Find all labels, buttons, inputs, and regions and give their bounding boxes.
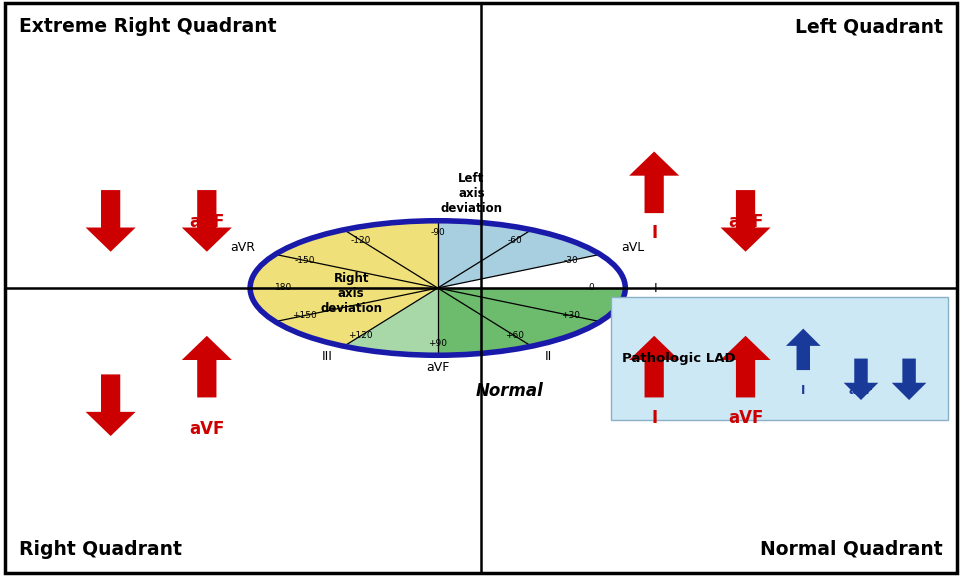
Polygon shape — [785, 328, 820, 370]
Text: 180: 180 — [275, 283, 292, 293]
Text: 0: 0 — [588, 283, 594, 293]
Text: aVF: aVF — [848, 384, 873, 397]
Text: aVF: aVF — [727, 213, 762, 231]
Polygon shape — [86, 190, 136, 252]
Text: Extreme Right Quadrant: Extreme Right Quadrant — [19, 17, 277, 36]
Polygon shape — [437, 255, 625, 288]
Polygon shape — [437, 288, 625, 355]
Text: aVF: aVF — [727, 408, 762, 427]
Text: -150: -150 — [294, 256, 314, 265]
Polygon shape — [250, 221, 437, 355]
Text: I: I — [653, 282, 656, 294]
Text: Right
axis
deviation: Right axis deviation — [320, 272, 382, 315]
Text: +60: +60 — [505, 331, 524, 340]
Text: aVR: aVR — [230, 241, 255, 254]
FancyBboxPatch shape — [5, 3, 956, 573]
Text: I: I — [108, 420, 113, 438]
Text: III: III — [321, 350, 333, 363]
Text: Pathologic LAD: Pathologic LAD — [622, 352, 735, 365]
Polygon shape — [720, 336, 770, 397]
Polygon shape — [891, 358, 925, 400]
Text: -90: -90 — [430, 228, 445, 237]
FancyBboxPatch shape — [610, 297, 947, 420]
Text: I: I — [651, 408, 656, 427]
Text: +30: +30 — [561, 311, 579, 320]
Text: Normal: Normal — [476, 382, 543, 400]
Polygon shape — [182, 190, 232, 252]
Text: I: I — [108, 213, 113, 231]
Polygon shape — [86, 374, 136, 436]
Text: Left
axis
deviation: Left axis deviation — [440, 172, 502, 215]
Text: Left Quadrant: Left Quadrant — [794, 17, 942, 36]
Text: +90: +90 — [428, 339, 447, 348]
Text: Normal Quadrant: Normal Quadrant — [759, 540, 942, 559]
Text: +120: +120 — [348, 331, 373, 340]
Text: I: I — [651, 224, 656, 242]
Polygon shape — [182, 336, 232, 397]
Polygon shape — [344, 288, 437, 355]
Polygon shape — [628, 336, 678, 397]
Text: aVF: aVF — [189, 213, 224, 231]
Text: Right Quadrant: Right Quadrant — [19, 540, 182, 559]
Polygon shape — [720, 190, 770, 252]
Text: I: I — [801, 384, 804, 397]
Text: -30: -30 — [563, 256, 578, 265]
Polygon shape — [344, 288, 437, 355]
Text: aVF: aVF — [189, 420, 224, 438]
Text: II: II — [903, 384, 913, 397]
Text: II: II — [544, 350, 552, 363]
Polygon shape — [437, 255, 625, 288]
Text: -60: -60 — [506, 236, 522, 245]
Polygon shape — [437, 255, 625, 355]
Polygon shape — [628, 151, 678, 213]
Polygon shape — [843, 358, 877, 400]
Polygon shape — [437, 221, 600, 288]
Text: aVF: aVF — [426, 361, 449, 374]
Polygon shape — [437, 221, 625, 288]
Text: -120: -120 — [350, 236, 371, 245]
Text: +150: +150 — [292, 311, 316, 320]
Text: aVL: aVL — [621, 241, 644, 254]
